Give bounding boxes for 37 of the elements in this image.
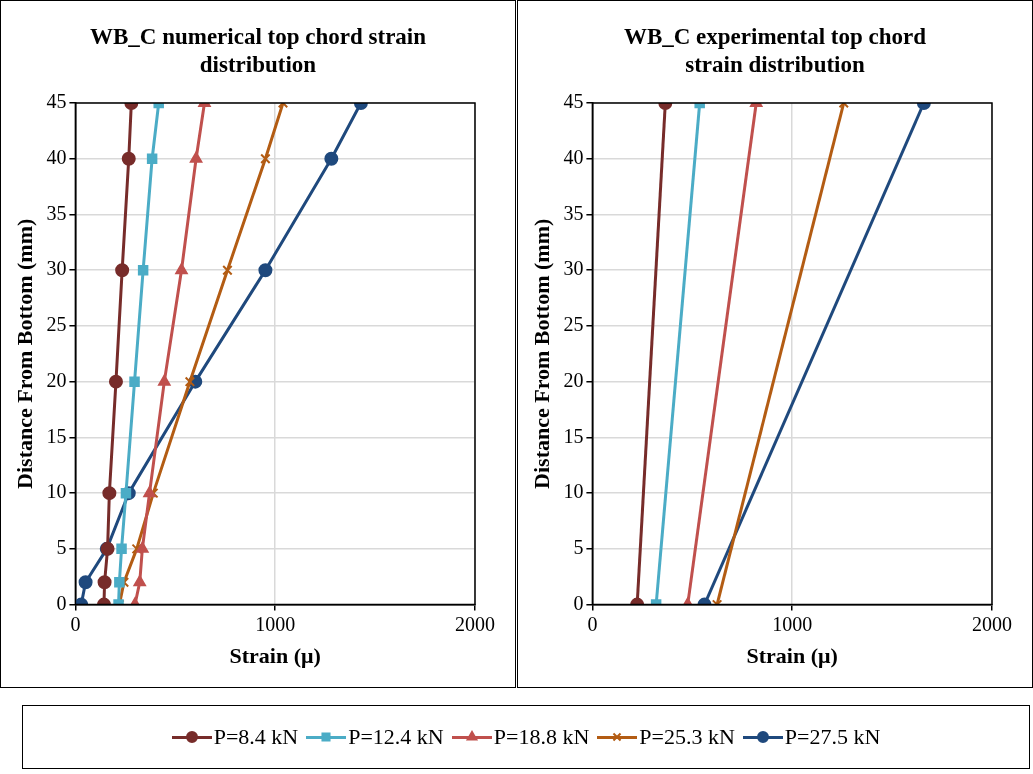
y-tick-label: 10: [46, 480, 67, 503]
x-tick-label: 1000: [772, 612, 813, 635]
y-tick-label: 0: [573, 591, 584, 614]
x-tick-label: 2000: [972, 612, 1012, 635]
y-tick-label: 40: [46, 145, 67, 168]
y-tick-label: 35: [563, 201, 584, 224]
y-tick-label: 45: [563, 90, 584, 113]
legend-label: P=12.4 kN: [348, 724, 444, 750]
x-axis-title: Strain (μ): [746, 643, 838, 669]
y-tick-label: 15: [46, 424, 67, 447]
chart-title: WB_C numerical top chord strain distribution: [88, 23, 428, 79]
y-tick-label: 30: [46, 257, 67, 280]
legend-label: P=18.8 kN: [493, 724, 590, 750]
y-tick-label: 5: [573, 536, 584, 559]
legend-label: P=8.4 kN: [213, 724, 299, 750]
y-tick-label: 25: [563, 313, 584, 336]
x-axis-title: Strain (μ): [229, 643, 321, 669]
y-tick-label: 5: [56, 536, 67, 559]
y-tick-label: 20: [46, 368, 67, 391]
x-tick-label: 0: [587, 612, 598, 635]
y-tick-label: 40: [563, 145, 584, 168]
legend-label: P=27.5 kN: [784, 724, 881, 750]
x-tick-label: 0: [70, 612, 81, 635]
y-tick-label: 25: [46, 313, 67, 336]
legend-label: P=25.3 kN: [639, 724, 735, 750]
y-tick-label: 30: [563, 257, 584, 280]
y-tick-label: 20: [563, 368, 584, 391]
x-tick-label: 1000: [255, 612, 296, 635]
y-tick-label: 45: [46, 90, 67, 113]
y-tick-label: 0: [56, 591, 67, 614]
y-axis-title: Distance From Bottom (mm): [528, 218, 554, 489]
y-tick-label: 15: [563, 424, 584, 447]
x-tick-label: 2000: [455, 612, 495, 635]
chart-title: WB_C experimental top chord strain distribution: [622, 23, 928, 79]
y-tick-label: 35: [46, 201, 67, 224]
y-axis-title: Distance From Bottom (mm): [11, 218, 37, 489]
y-tick-label: 10: [563, 480, 584, 503]
